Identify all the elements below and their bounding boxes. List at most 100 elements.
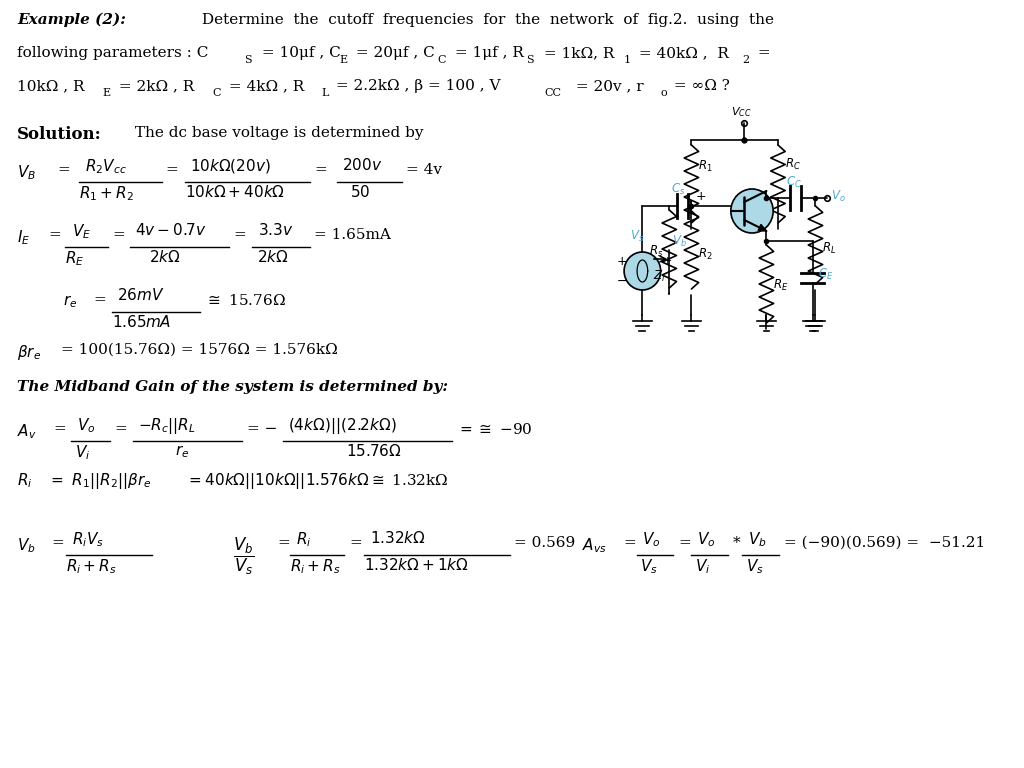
Text: $C_C$: $C_C$ xyxy=(785,175,802,190)
Text: = 4kΩ , R: = 4kΩ , R xyxy=(224,79,304,93)
Text: $1.32k\Omega$: $1.32k\Omega$ xyxy=(371,530,426,546)
Text: = 1μf , R: = 1μf , R xyxy=(451,46,524,60)
Text: =: = xyxy=(753,46,771,60)
Text: $R_L$: $R_L$ xyxy=(822,240,837,256)
Text: =: = xyxy=(349,536,361,550)
Text: The dc base voltage is determined by: The dc base voltage is determined by xyxy=(130,126,423,140)
Text: = 10μf , C: = 10μf , C xyxy=(257,46,341,60)
Text: $2k\Omega$: $2k\Omega$ xyxy=(257,249,289,265)
Text: =: = xyxy=(233,228,247,242)
Circle shape xyxy=(624,252,660,290)
Text: $V_b$: $V_b$ xyxy=(17,536,36,554)
Text: = 2.2kΩ , β = 100 , V: = 2.2kΩ , β = 100 , V xyxy=(331,79,501,93)
Text: = −: = − xyxy=(247,422,278,436)
Text: $V_b$: $V_b$ xyxy=(672,233,687,249)
Text: −: − xyxy=(616,274,627,287)
Text: +: + xyxy=(616,254,627,267)
Text: L: L xyxy=(322,88,329,98)
Text: $V_b$: $V_b$ xyxy=(749,530,767,548)
Text: =: = xyxy=(276,536,290,550)
Text: $V_{CC}$: $V_{CC}$ xyxy=(731,105,752,119)
Text: =: = xyxy=(166,163,178,177)
Text: $10k\Omega(20v)$: $10k\Omega(20v)$ xyxy=(190,157,271,175)
Text: $2k\Omega$: $2k\Omega$ xyxy=(150,249,180,265)
Text: $R_1$: $R_1$ xyxy=(698,159,713,174)
Text: $4v - 0.7v$: $4v - 0.7v$ xyxy=(134,222,207,238)
Text: $R_i$: $R_i$ xyxy=(17,471,33,490)
Text: $r_e$: $r_e$ xyxy=(62,293,77,310)
Text: C: C xyxy=(437,55,446,65)
Text: = 20μf , C: = 20μf , C xyxy=(351,46,435,60)
Text: = 100(15.76Ω) = 1576Ω = 1.576kΩ: = 100(15.76Ω) = 1576Ω = 1.576kΩ xyxy=(60,343,337,357)
Text: Example (2):: Example (2): xyxy=(17,13,126,28)
Text: =: = xyxy=(314,163,328,177)
Text: =: = xyxy=(53,422,66,436)
Text: $\cong$ 15.76Ω: $\cong$ 15.76Ω xyxy=(205,293,286,308)
Text: $A_v$: $A_v$ xyxy=(17,422,37,441)
Text: o: o xyxy=(660,88,667,98)
Text: +: + xyxy=(695,190,706,203)
Text: *: * xyxy=(733,536,740,550)
Text: $= \ R_1||R_2||\beta r_e$: $= \ R_1||R_2||\beta r_e$ xyxy=(48,471,152,491)
Text: $(4k\Omega)||(2.2k\Omega)$: $(4k\Omega)||(2.2k\Omega)$ xyxy=(289,416,397,436)
Text: 1: 1 xyxy=(624,55,631,65)
Text: $V_o$: $V_o$ xyxy=(697,530,716,548)
Text: $V_o$: $V_o$ xyxy=(77,416,95,435)
Circle shape xyxy=(731,189,773,233)
Polygon shape xyxy=(758,224,766,231)
Text: $\beta r_e$: $\beta r_e$ xyxy=(17,343,41,362)
Text: $1.65mA$: $1.65mA$ xyxy=(112,314,171,330)
Text: C: C xyxy=(213,88,221,98)
Text: Determine  the  cutoff  frequencies  for  the  network  of  fig.2.  using  the: Determine the cutoff frequencies for the… xyxy=(198,13,774,27)
Text: $C_s$: $C_s$ xyxy=(672,182,686,197)
Text: $R_E$: $R_E$ xyxy=(66,249,85,268)
Text: = 1kΩ, R: = 1kΩ, R xyxy=(539,46,614,60)
Text: = (−90)(0.569) =  −51.21: = (−90)(0.569) = −51.21 xyxy=(783,536,985,550)
Text: $V_E$: $V_E$ xyxy=(72,222,91,240)
Text: $R_i$: $R_i$ xyxy=(296,530,311,548)
Text: 10kΩ , R: 10kΩ , R xyxy=(17,79,85,93)
Text: $-R_c||R_L$: $-R_c||R_L$ xyxy=(138,416,197,436)
Text: $R_i + R_s$: $R_i + R_s$ xyxy=(67,557,117,576)
Text: =: = xyxy=(48,228,60,242)
Text: =: = xyxy=(57,163,71,177)
Text: $R_s$: $R_s$ xyxy=(649,243,664,259)
Text: $R_C$: $R_C$ xyxy=(784,157,801,171)
Text: =: = xyxy=(51,536,63,550)
Text: $I_E$: $I_E$ xyxy=(17,228,31,247)
Text: $50$: $50$ xyxy=(350,184,371,200)
Text: S: S xyxy=(244,55,252,65)
Text: $R_1 + R_2$: $R_1 + R_2$ xyxy=(79,184,134,203)
Text: = 0.569: = 0.569 xyxy=(514,536,575,550)
Text: $10k\Omega + 40k\Omega$: $10k\Omega + 40k\Omega$ xyxy=(184,184,285,200)
Text: $R_i V_s$: $R_i V_s$ xyxy=(72,530,103,548)
Text: $15.76\Omega$: $15.76\Omega$ xyxy=(346,443,401,459)
Text: = 4v: = 4v xyxy=(406,163,441,177)
Text: $V_i$: $V_i$ xyxy=(695,557,711,576)
Text: =: = xyxy=(624,536,636,550)
Text: = ∞Ω ?: = ∞Ω ? xyxy=(670,79,730,93)
Text: $C_E$: $C_E$ xyxy=(818,266,834,282)
Text: 2: 2 xyxy=(742,55,750,65)
Text: = 20v , r: = 20v , r xyxy=(570,79,643,93)
Text: S: S xyxy=(526,55,534,65)
Text: $Z_i$: $Z_i$ xyxy=(653,269,666,284)
Text: $R_2 V_{cc}$: $R_2 V_{cc}$ xyxy=(85,157,127,176)
Text: = 1.65mA: = 1.65mA xyxy=(314,228,391,242)
Text: The Midband Gain of the system is determined by:: The Midband Gain of the system is determ… xyxy=(17,380,449,394)
Text: = 40kΩ ,  R: = 40kΩ , R xyxy=(634,46,729,60)
Text: following parameters : C: following parameters : C xyxy=(17,46,209,60)
Text: E: E xyxy=(339,55,347,65)
Text: E: E xyxy=(102,88,111,98)
Text: $\dfrac{V_b}{V_s}$: $\dfrac{V_b}{V_s}$ xyxy=(232,536,254,578)
Text: $V_s$: $V_s$ xyxy=(630,229,644,244)
Text: $V_s$: $V_s$ xyxy=(746,557,764,576)
Text: =: = xyxy=(115,422,127,436)
Text: $R_E$: $R_E$ xyxy=(773,277,788,293)
Text: CC: CC xyxy=(545,88,562,98)
Text: $V_B$: $V_B$ xyxy=(17,163,37,182)
Text: $= 40k\Omega||10k\Omega||1.576k\Omega \cong$ 1.32kΩ: $= 40k\Omega||10k\Omega||1.576k\Omega \c… xyxy=(185,471,449,491)
Text: =: = xyxy=(93,293,106,307)
Text: $26mV$: $26mV$ xyxy=(118,287,165,303)
Text: $r_e$: $r_e$ xyxy=(175,443,189,460)
